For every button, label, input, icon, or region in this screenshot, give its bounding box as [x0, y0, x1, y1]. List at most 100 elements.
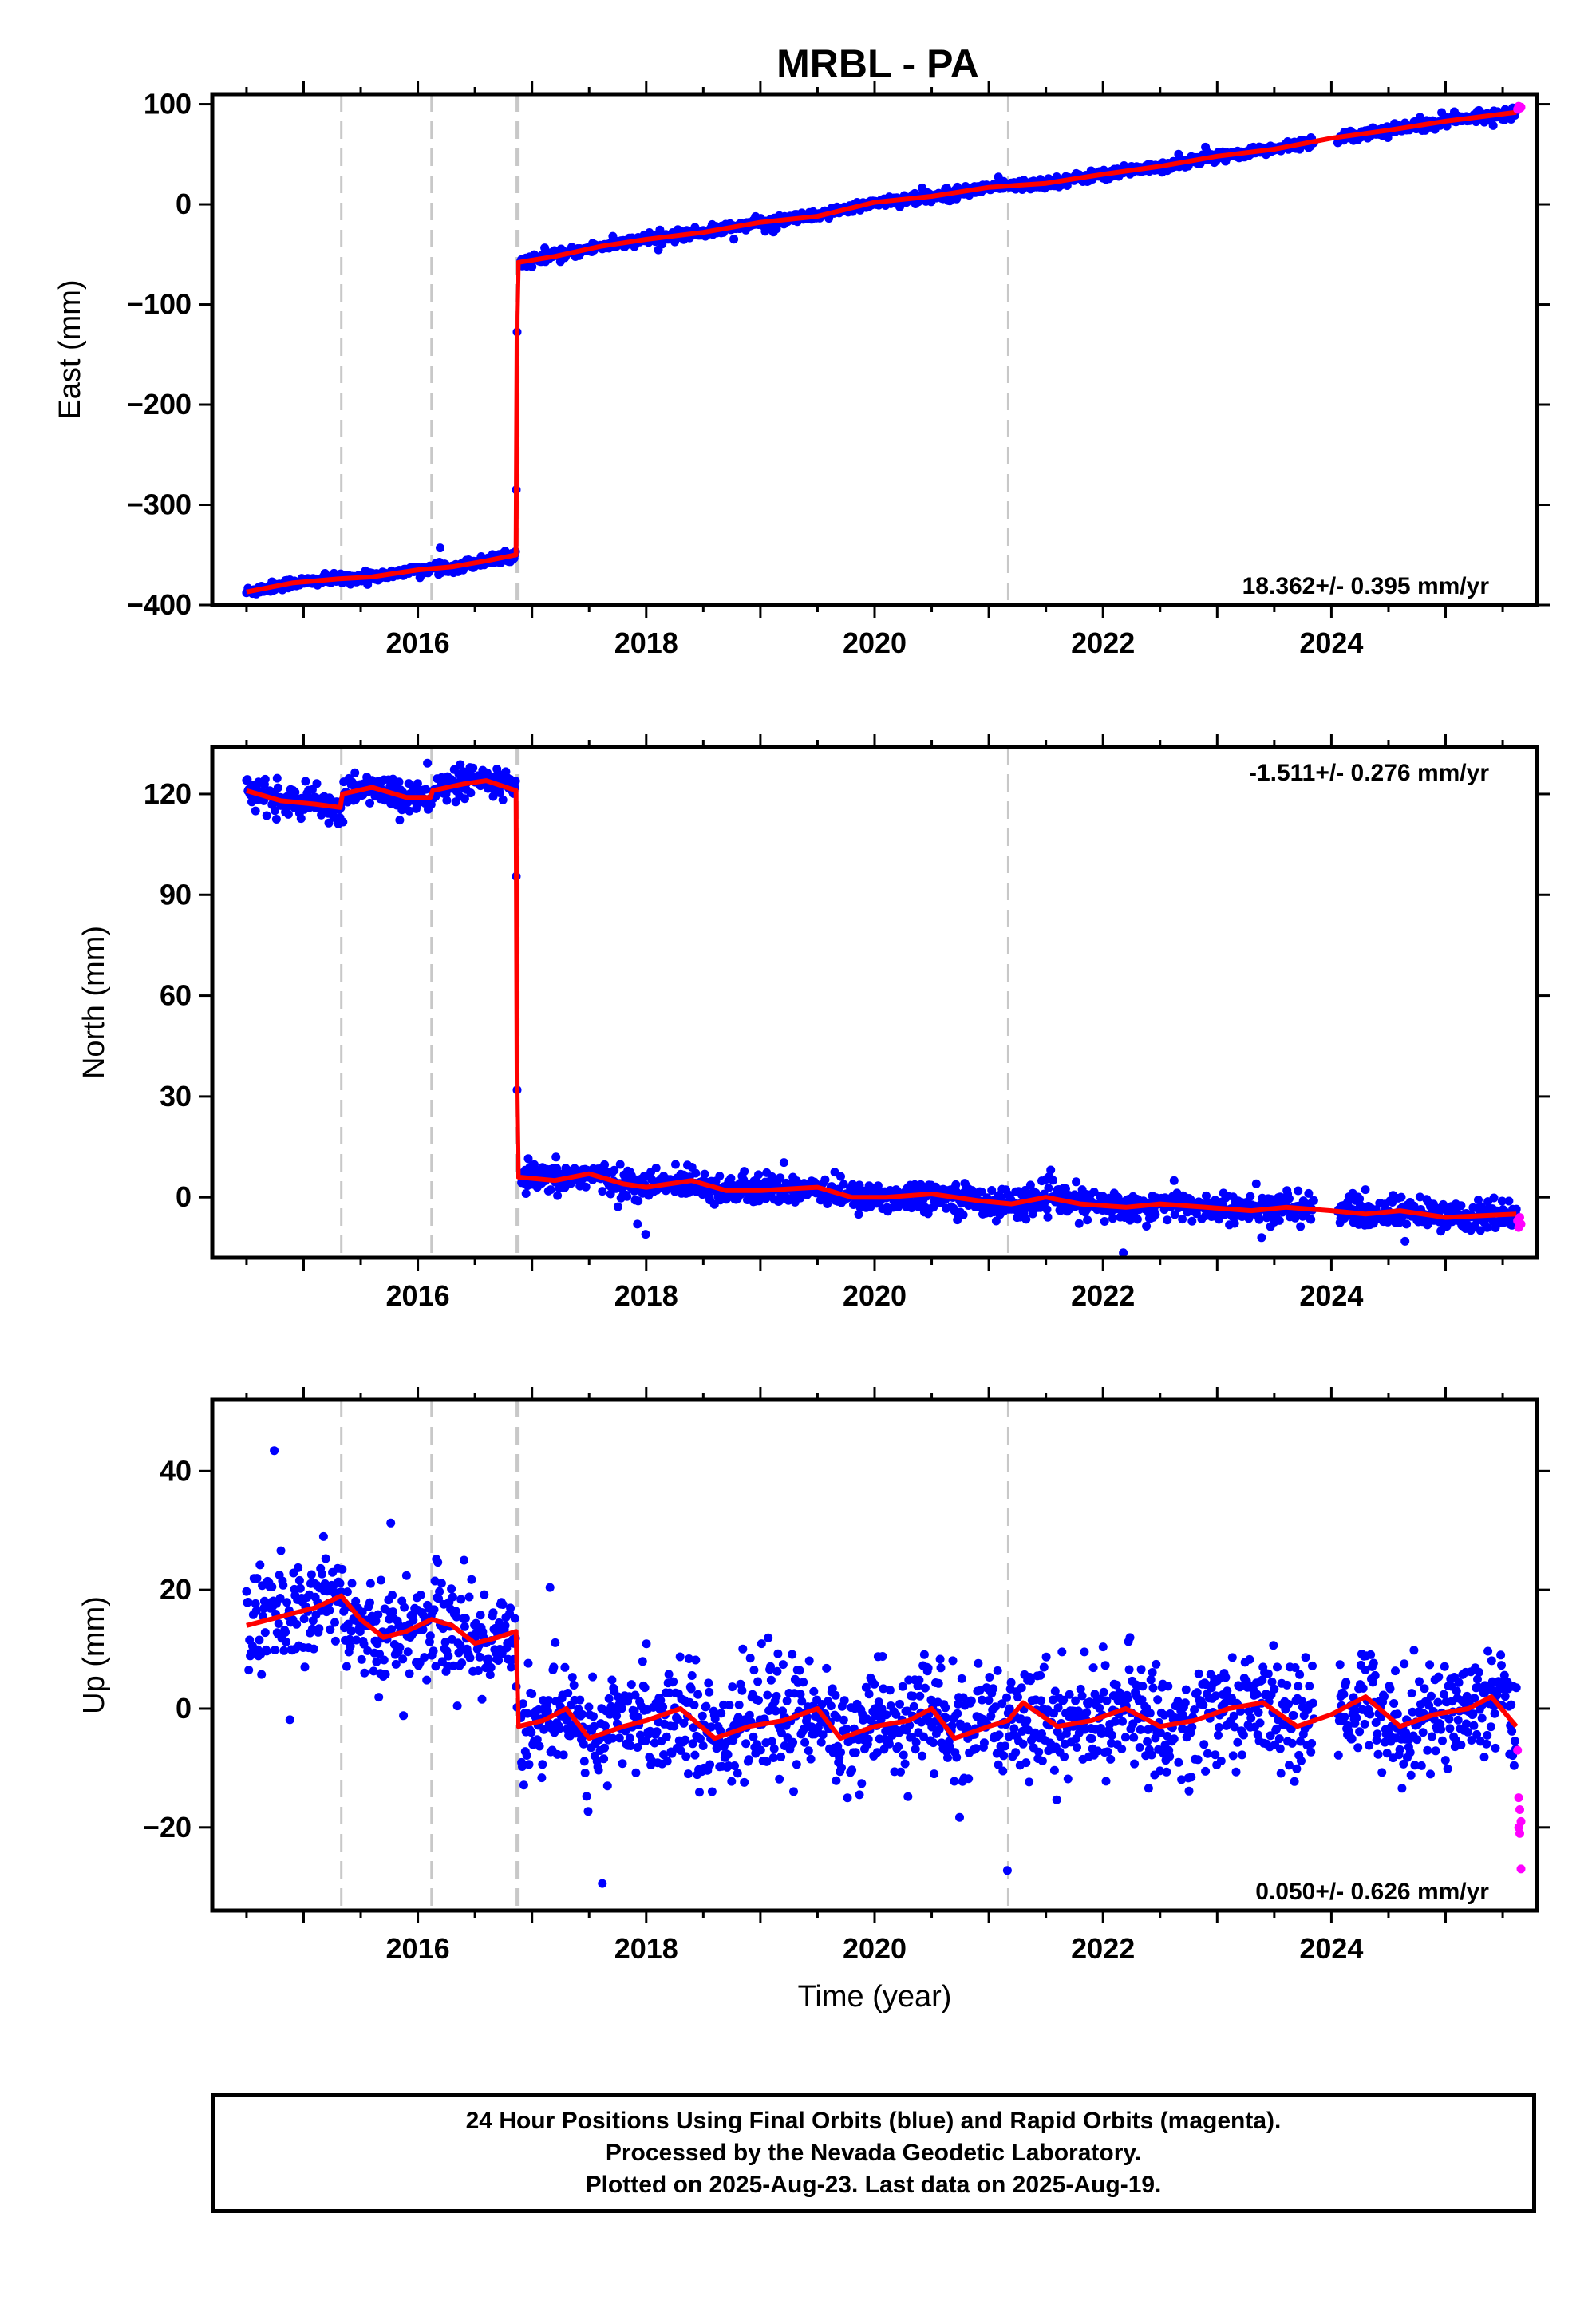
data-point: [1360, 1719, 1369, 1729]
data-point: [604, 1694, 614, 1703]
y-tick-label: 120: [144, 777, 192, 810]
data-point: [1043, 1212, 1053, 1222]
data-point: [952, 1753, 962, 1762]
data-point: [843, 1793, 852, 1803]
data-point: [409, 1615, 418, 1625]
data-point: [1257, 1233, 1266, 1243]
x-tick-label: 2020: [843, 626, 907, 659]
data-point: [813, 1722, 823, 1732]
data-point: [1146, 1675, 1156, 1685]
data-point: [244, 1666, 254, 1675]
data-point: [275, 1594, 285, 1603]
data-point: [754, 1696, 763, 1705]
data-point: [618, 1759, 627, 1769]
data-point: [430, 1576, 440, 1586]
y-axis-label: East (mm): [53, 279, 87, 419]
data-point: [1037, 1756, 1047, 1765]
data-point: [431, 1662, 440, 1671]
data-point: [669, 1677, 678, 1686]
data-point: [804, 1656, 814, 1666]
data-point: [460, 1622, 469, 1631]
data-point: [1358, 1683, 1368, 1693]
data-point: [984, 1696, 994, 1705]
plot-area: [242, 1400, 1526, 1911]
data-point: [553, 1191, 563, 1200]
data-point: [1074, 1219, 1084, 1228]
data-point: [418, 1625, 428, 1634]
data-point: [475, 1652, 484, 1662]
data-point: [610, 1165, 619, 1175]
data-point: [314, 1624, 324, 1634]
data-point: [911, 1737, 921, 1747]
data-point: [615, 1160, 625, 1169]
data-point: [543, 1706, 552, 1716]
y-tick-label: −100: [127, 288, 192, 321]
data-point: [321, 1554, 330, 1563]
data-point: [532, 1735, 542, 1745]
data-point: [1402, 1219, 1412, 1229]
data-point: [357, 1654, 366, 1664]
data-point: [255, 1635, 264, 1645]
data-point: [617, 1704, 626, 1713]
data-point: [1077, 1691, 1087, 1701]
data-point: [764, 1633, 773, 1642]
data-point: [633, 1743, 642, 1752]
data-point: [1187, 1722, 1197, 1732]
data-point: [294, 1575, 304, 1585]
data-point: [251, 806, 260, 816]
data-point: [705, 1760, 715, 1769]
data-point: [1294, 1186, 1303, 1196]
series-final: [242, 758, 1521, 1258]
data-point: [567, 1673, 577, 1682]
data-point: [1006, 1678, 1016, 1687]
data-point: [543, 1696, 553, 1705]
data-point: [1497, 1196, 1507, 1206]
data-point: [1377, 1768, 1387, 1777]
rapid-point: [1516, 1219, 1526, 1229]
data-point: [330, 1636, 340, 1646]
data-point: [342, 1587, 352, 1597]
data-point: [464, 1592, 474, 1602]
data-point: [1184, 1786, 1194, 1796]
data-point: [877, 1704, 887, 1713]
data-point: [1142, 1222, 1152, 1231]
data-point: [1017, 1683, 1026, 1693]
data-point: [1025, 1777, 1034, 1787]
data-point: [1371, 1718, 1381, 1727]
data-point: [1284, 1699, 1294, 1709]
data-point: [936, 1663, 946, 1673]
data-point: [631, 1768, 641, 1777]
data-point: [782, 1696, 792, 1705]
data-point: [999, 1751, 1009, 1761]
data-point: [769, 1744, 779, 1753]
data-point: [374, 1693, 384, 1702]
data-point: [891, 1709, 901, 1719]
data-point: [398, 1654, 408, 1664]
data-point: [318, 1531, 328, 1541]
data-point: [1181, 1685, 1191, 1694]
data-point: [1383, 1217, 1393, 1227]
data-point: [958, 1210, 968, 1219]
data-point: [523, 1658, 533, 1668]
data-point: [347, 1579, 357, 1588]
data-point: [1042, 1205, 1052, 1214]
data-point: [681, 1752, 691, 1761]
x-tick-label: 2016: [386, 1279, 450, 1312]
data-point: [484, 1654, 493, 1664]
data-point: [1170, 1210, 1179, 1219]
data-point: [823, 1199, 832, 1208]
data-point: [989, 1684, 998, 1694]
data-point: [355, 1627, 365, 1636]
data-point: [695, 1788, 704, 1797]
data-point: [607, 1675, 617, 1685]
data-point: [662, 1732, 671, 1741]
data-point: [721, 1195, 731, 1204]
data-point: [772, 1691, 781, 1701]
data-point: [725, 1701, 734, 1710]
data-point: [403, 1647, 413, 1657]
data-point: [400, 1603, 409, 1612]
data-point: [1373, 1729, 1382, 1739]
data-point: [1488, 121, 1498, 130]
data-point: [1251, 1179, 1261, 1188]
